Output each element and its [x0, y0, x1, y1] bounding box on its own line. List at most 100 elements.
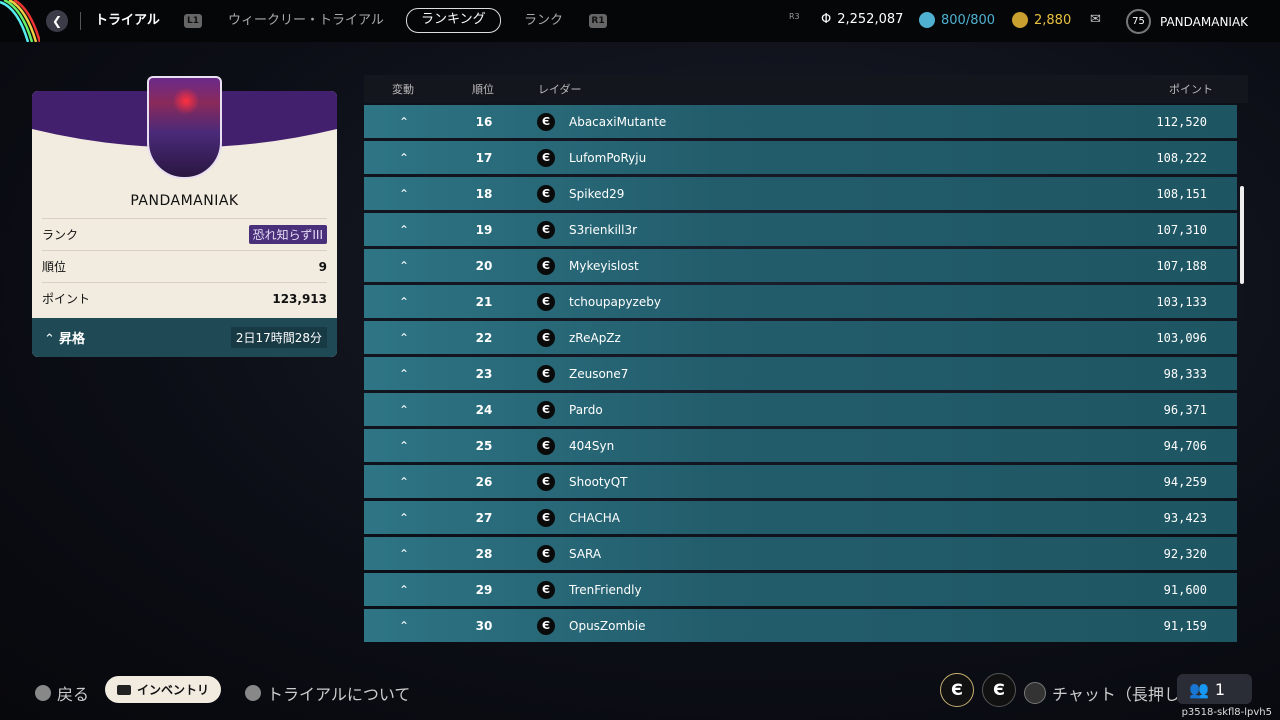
avatar-icon: Є — [537, 292, 555, 311]
row-points: 98,333 — [1163, 366, 1207, 381]
player-icon[interactable]: Є — [982, 673, 1016, 707]
energy-display: 800/800 — [919, 12, 995, 28]
energy-value: 800/800 — [941, 12, 996, 28]
row-name: 404Syn — [569, 438, 615, 453]
back-label: 戻る — [57, 685, 90, 704]
table-row[interactable]: ⌃ 28 Є SARA 92,320 — [364, 537, 1237, 570]
mail-icon[interactable]: ✉ — [1090, 12, 1101, 27]
row-points: 96,371 — [1163, 402, 1207, 417]
back-button[interactable]: 戻る — [35, 681, 89, 705]
table-row[interactable]: ⌃ 18 Є Spiked29 108,151 — [364, 177, 1237, 210]
row-points: 108,222 — [1156, 150, 1207, 165]
position-row: 順位 9 — [42, 250, 327, 282]
level-badge: 75 — [1126, 9, 1151, 34]
row-position: 22 — [475, 330, 493, 345]
tab-weekly-trial[interactable]: ウィークリー・トライアル — [228, 13, 384, 28]
tab-rank[interactable]: ランク — [524, 13, 564, 28]
avatar-icon: Є — [537, 616, 555, 635]
touchpad-icon — [116, 684, 131, 695]
avatar-icon: Є — [537, 472, 555, 491]
promotion-label-wrap: ⌃ 昇格 — [44, 332, 86, 347]
row-name: Spiked29 — [569, 186, 625, 201]
rank-up-icon: ⌃ — [398, 474, 410, 489]
rainbow-stripes-logo — [0, 0, 40, 42]
table-header: 変動 順位 レイダー ポイント — [364, 75, 1248, 103]
promotion-timer: 2日17時間28分 — [230, 327, 327, 348]
position-label: 順位 — [42, 260, 67, 274]
about-trial-button[interactable]: トライアルについて — [245, 681, 410, 705]
l1-button-icon: L1 — [184, 14, 202, 28]
rank-up-icon: ⌃ — [398, 186, 410, 201]
rank-badge: 恐れ知らずIII — [248, 225, 327, 244]
crown-player-icon[interactable]: Є — [940, 673, 974, 707]
table-row[interactable]: ⌃ 26 Є ShootyQT 94,259 — [364, 465, 1237, 498]
table-row[interactable]: ⌃ 27 Є CHACHA 93,423 — [364, 501, 1237, 534]
table-row[interactable]: ⌃ 23 Є Zeusone7 98,333 — [364, 357, 1237, 390]
inventory-label: インベントリ — [136, 683, 209, 697]
row-points: 93,423 — [1163, 510, 1207, 525]
row-position: 18 — [475, 186, 493, 201]
row-position: 30 — [475, 618, 493, 633]
rank-up-icon: ⌃ — [398, 582, 410, 597]
divider — [80, 12, 81, 30]
table-row[interactable]: ⌃ 22 Є zReApZz 103,096 — [364, 321, 1237, 354]
avatar-icon: Є — [537, 580, 555, 599]
avatar-icon: Є — [537, 544, 555, 563]
rank-emblem — [147, 76, 222, 179]
rank-label: ランク — [42, 228, 79, 242]
table-row[interactable]: ⌃ 21 Є tchoupapyzeby 103,133 — [364, 285, 1237, 318]
rank-up-icon: ⌃ — [398, 114, 410, 129]
chat-button[interactable]: チャット（長押し） — [1024, 681, 1196, 705]
row-points: 92,320 — [1163, 546, 1207, 561]
row-name: zReApZz — [569, 330, 621, 345]
tab-ranking[interactable]: ランキング — [406, 8, 501, 33]
avatar-icon: Є — [537, 220, 555, 239]
promotion-bar[interactable]: ⌃ 昇格 2日17時間28分 — [32, 318, 337, 357]
circle-button-icon — [35, 685, 51, 701]
row-position: 16 — [475, 114, 493, 129]
gold-display: 2,880 — [1012, 12, 1071, 28]
profile[interactable]: 75 PANDAMANIAK — [1126, 9, 1248, 34]
row-name: CHACHA — [569, 510, 621, 525]
table-row[interactable]: ⌃ 17 Є LufomPoRyju 108,222 — [364, 141, 1237, 174]
table-row[interactable]: ⌃ 19 Є S3rienkill3r 107,310 — [364, 213, 1237, 246]
scrollbar[interactable] — [1240, 186, 1244, 284]
table-row[interactable]: ⌃ 20 Є Mykeyislost 107,188 — [364, 249, 1237, 282]
row-position: 26 — [475, 474, 493, 489]
gold-value: 2,880 — [1034, 12, 1072, 28]
table-row[interactable]: ⌃ 16 Є AbacaxiMutante 112,520 — [364, 105, 1237, 138]
row-points: 91,600 — [1163, 582, 1207, 597]
avatar-icon: Є — [537, 184, 555, 203]
row-name: Pardo — [569, 402, 603, 417]
party-button[interactable]: 👥 1 — [1177, 674, 1252, 704]
row-name: SARA — [569, 546, 602, 561]
table-row[interactable]: ⌃ 25 Є 404Syn 94,706 — [364, 429, 1237, 462]
points-row: ポイント 123,913 — [42, 282, 327, 314]
row-name: TrenFriendly — [569, 582, 642, 597]
table-row[interactable]: ⌃ 30 Є OpusZombie 91,159 — [364, 609, 1237, 642]
row-position: 21 — [475, 294, 493, 309]
top-bar: ❮ トライアル L1 ウィークリー・トライアル ランキング ランク R1 R3 … — [0, 0, 1280, 42]
table-row[interactable]: ⌃ 24 Є Pardo 96,371 — [364, 393, 1237, 426]
r3-button-icon: R3 — [789, 12, 800, 21]
rank-up-icon: ⌃ — [398, 222, 410, 237]
version-id: p3518-skfl8-lpvh5 — [1181, 707, 1272, 718]
table-row[interactable]: ⌃ 29 Є TrenFriendly 91,600 — [364, 573, 1237, 606]
row-position: 24 — [475, 402, 493, 417]
rank-up-icon: ⌃ — [398, 150, 410, 165]
row-position: 29 — [475, 582, 493, 597]
currency-display: Φ 2,252,087 — [821, 12, 903, 27]
back-chevron-icon[interactable]: ❮ — [46, 10, 68, 32]
player-name: PANDAMANIAK — [130, 193, 239, 209]
inventory-button[interactable]: インベントリ — [105, 676, 221, 703]
rank-up-icon: ⌃ — [398, 258, 410, 273]
row-points: 94,259 — [1163, 474, 1207, 489]
header-change: 変動 — [392, 83, 414, 96]
row-position: 28 — [475, 546, 493, 561]
rank-up-icon: ⌃ — [398, 618, 410, 633]
avatar-icon: Є — [537, 112, 555, 131]
chat-icon — [1024, 682, 1046, 704]
about-label: トライアルについて — [267, 685, 411, 704]
position-value: 9 — [318, 259, 327, 274]
row-points: 112,520 — [1156, 114, 1207, 129]
